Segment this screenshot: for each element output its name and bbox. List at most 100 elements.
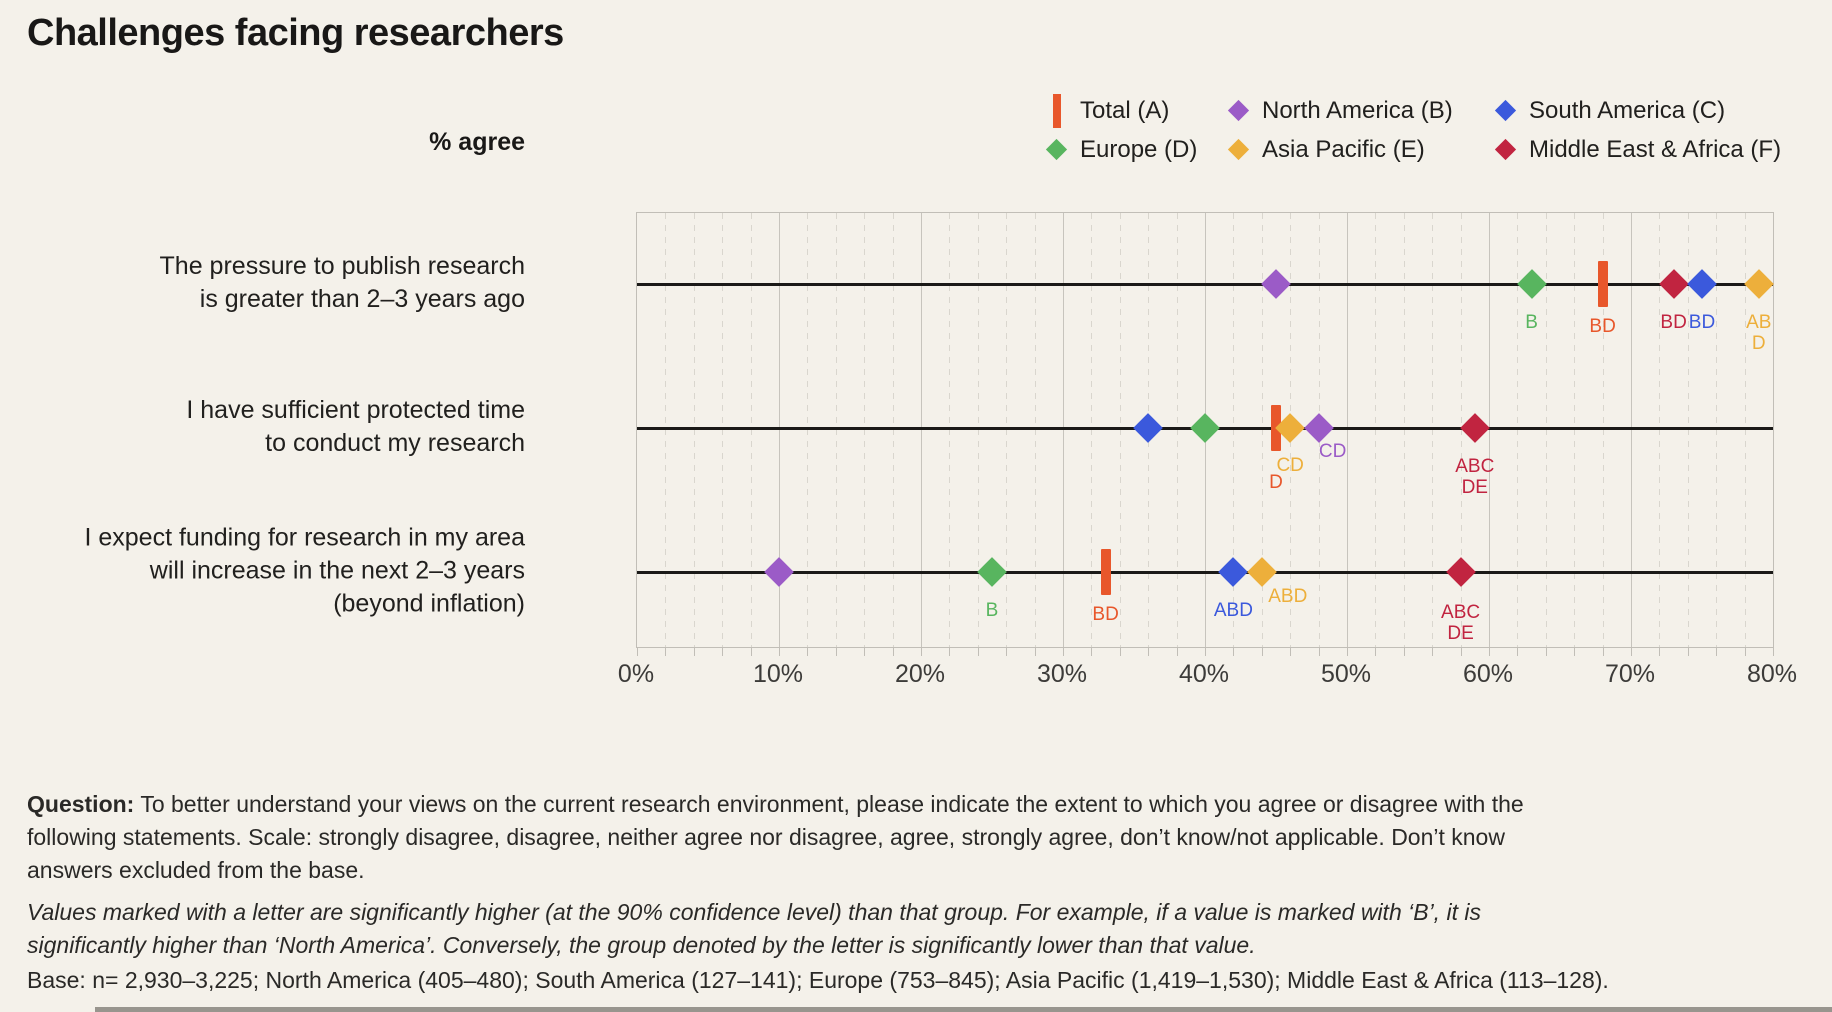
significance-label: BD — [1689, 312, 1715, 333]
bottom-divider — [95, 1007, 1832, 1012]
diamond-icon — [1227, 135, 1250, 165]
gridline-minor — [1091, 213, 1093, 647]
significance-label: ABC DE — [1455, 456, 1494, 498]
axis-tick — [1773, 647, 1774, 656]
row-label: The pressure to publish research is great… — [27, 250, 525, 316]
significance-label-line: BD — [1589, 316, 1616, 337]
question-note-label: Question: — [27, 791, 135, 817]
axis-tick — [835, 647, 837, 656]
gridline-minor — [1432, 213, 1434, 647]
axis-unit-label: % agree — [429, 128, 525, 156]
gridline-minor — [722, 213, 724, 647]
gridline-minor — [1403, 213, 1405, 647]
gridline-minor — [835, 213, 837, 647]
significance-label-line: BD — [1688, 312, 1716, 333]
significance-label-line: DE — [1447, 623, 1474, 644]
significance-label: B — [986, 600, 999, 621]
diamond-marker-c — [1218, 557, 1249, 587]
axis-tick — [1460, 647, 1462, 656]
legend-item-c: South America (C) — [1494, 96, 1790, 126]
axis-tick — [1489, 647, 1490, 656]
axis-tick — [1716, 647, 1718, 656]
diamond-marker-d — [1190, 413, 1220, 443]
significance-label: B — [1525, 312, 1538, 333]
axis-tick — [807, 647, 809, 656]
axis-tick — [1290, 647, 1292, 656]
legend-item-d: Europe (D) — [1045, 135, 1228, 165]
gridline-minor — [1716, 213, 1718, 647]
legend-swatch-e — [1227, 138, 1250, 161]
significance-label-line: CD — [1276, 455, 1304, 476]
significance-label-line: BD — [1660, 312, 1687, 333]
chart-legend: Total (A) North America (B) South America … — [1045, 94, 1790, 165]
axis-tick — [892, 647, 894, 656]
axis-tick — [1432, 647, 1434, 656]
axis-tick — [977, 647, 979, 656]
legend-swatch-b — [1227, 99, 1250, 122]
significance-label: BD — [1660, 312, 1686, 333]
diamond-marker-e — [1743, 269, 1774, 299]
significance-label: ABC DE — [1441, 602, 1480, 644]
diamond-marker-c — [1687, 269, 1717, 299]
x-tick-label: 80% — [1746, 660, 1798, 688]
row-baseline — [637, 571, 1773, 574]
diamond-icon — [1227, 96, 1250, 126]
total-bar-marker-a — [1597, 261, 1608, 307]
gridline-minor — [1233, 213, 1235, 647]
significance-label-line: D — [1269, 472, 1283, 493]
axis-tick — [1318, 647, 1320, 656]
significance-label: CD — [1276, 455, 1303, 476]
gridline-minor — [1119, 213, 1121, 647]
axis-tick — [949, 647, 951, 656]
diamond-icon — [1494, 135, 1517, 165]
x-tick-label: 20% — [894, 660, 946, 688]
legend-swatch-d — [1045, 138, 1068, 161]
row-label-line: I expect funding for research in my area — [84, 523, 525, 552]
diamond-marker-d — [1516, 269, 1547, 299]
axis-tick — [1205, 647, 1206, 656]
row-label: I have sufficient protected time to condu… — [27, 394, 525, 460]
axis-tick — [1744, 647, 1746, 656]
axis-tick — [1119, 647, 1121, 656]
significance-label: ABD — [1268, 586, 1307, 607]
axis-tick — [637, 647, 638, 656]
legend-item-b: North America (B) — [1227, 96, 1495, 126]
diamond-marker-b — [1261, 269, 1291, 299]
axis-tick — [1545, 647, 1547, 656]
significance-label-line: D — [1751, 333, 1766, 354]
significance-label: D — [1269, 472, 1283, 493]
significance-label: BD — [1589, 316, 1615, 337]
gridline-major — [779, 213, 780, 647]
axis-tick — [779, 647, 780, 656]
axis-tick — [1233, 647, 1235, 656]
row-label: I expect funding for research in my area… — [27, 522, 525, 621]
diamond-marker-e — [1246, 557, 1277, 587]
significance-label-line: DE — [1461, 477, 1488, 498]
significance-label: BD — [1092, 604, 1118, 625]
diamond-marker-f — [1459, 413, 1490, 443]
significance-label-line: B — [1525, 312, 1538, 333]
significance-label-line: BD — [1092, 604, 1119, 625]
gridline-major — [1489, 213, 1490, 647]
axis-tick — [665, 647, 667, 656]
plot-area: B BD BD BD AB D D CD CD ABC DE B BD ABD ABD ABC DE — [636, 212, 1774, 656]
axis-tick — [1403, 647, 1405, 656]
gridline-minor — [750, 213, 752, 647]
question-note: Question: To better understand your view… — [27, 788, 1567, 887]
significance-label-line: ABD — [1268, 586, 1308, 607]
significance-label-line: B — [985, 600, 999, 621]
base-note: Base: n= 2,930–3,225; North America (405… — [27, 967, 1609, 993]
x-tick-label: 40% — [1178, 660, 1230, 688]
axis-tick — [1063, 647, 1064, 656]
significance-label-line: ABC — [1455, 456, 1495, 477]
legend-item-a: Total (A) — [1046, 94, 1228, 128]
axis-tick — [1602, 647, 1604, 656]
diamond-marker-b — [1303, 413, 1334, 443]
axis-tick — [1034, 647, 1036, 656]
legend-label-a: Total (A) — [1080, 97, 1170, 124]
gridline-minor — [693, 213, 695, 647]
axis-tick — [921, 647, 922, 656]
gridline-minor — [1034, 213, 1036, 647]
axis-tick — [1261, 647, 1263, 656]
